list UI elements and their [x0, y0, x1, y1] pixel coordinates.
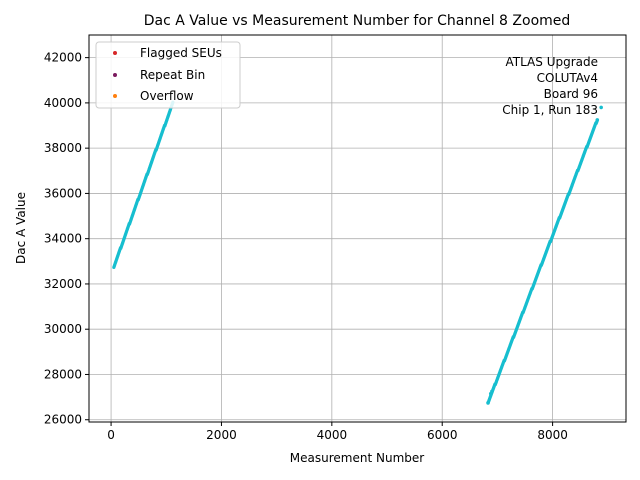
data-point	[595, 118, 600, 122]
legend-label-overflow: Overflow	[140, 89, 194, 103]
y-tick-label: 26000	[44, 413, 82, 427]
chart-title: Dac A Value vs Measurement Number for Ch…	[144, 13, 571, 29]
legend-marker-repeat-bin	[113, 73, 117, 77]
x-axis-label: Measurement Number	[290, 451, 424, 465]
data-points	[112, 100, 603, 405]
annotation-text: ATLAS Upgrade COLUTAv4 Board 96 Chip 1, …	[502, 55, 598, 117]
legend-label-flagged-seus: Flagged SEUs	[140, 46, 222, 60]
y-tick-label: 36000	[44, 186, 82, 200]
grid	[89, 35, 626, 422]
y-tick-label: 40000	[44, 96, 82, 110]
annotation-line-1: ATLAS Upgrade	[505, 55, 598, 69]
annotation-line-4: Chip 1, Run 183	[502, 103, 598, 117]
x-tick-label: 2000	[206, 428, 237, 442]
plot-frame	[88, 34, 627, 423]
y-tick-label: 30000	[44, 322, 82, 336]
y-tick-label: 34000	[44, 232, 82, 246]
legend-label-repeat-bin: Repeat Bin	[140, 68, 205, 82]
legend-box	[95, 41, 241, 109]
data-point	[486, 400, 490, 405]
x-tick-label: 0	[107, 428, 115, 442]
legend: Flagged SEUs Repeat Bin Overflow	[95, 41, 241, 109]
y-tick-label: 38000	[44, 141, 82, 155]
annotation-line-2: COLUTAv4	[537, 71, 598, 85]
annotation-line-3: Board 96	[544, 87, 598, 101]
x-tick-label: 8000	[537, 428, 568, 442]
data-point	[490, 389, 494, 394]
y-axis-label: Dac A Value	[14, 192, 28, 264]
y-tick-label: 28000	[44, 367, 82, 381]
legend-marker-flagged-seus	[113, 51, 117, 55]
y-tick-label: 32000	[44, 277, 82, 291]
x-tick-label: 6000	[427, 428, 458, 442]
legend-marker-overflow	[113, 94, 117, 98]
data-point	[599, 105, 603, 110]
axis-ticks: 0 2000 4000 6000 8000 26000 28000 30000 32000 340…	[44, 51, 568, 442]
x-tick-label: 4000	[317, 428, 348, 442]
y-tick-label: 42000	[44, 51, 82, 65]
